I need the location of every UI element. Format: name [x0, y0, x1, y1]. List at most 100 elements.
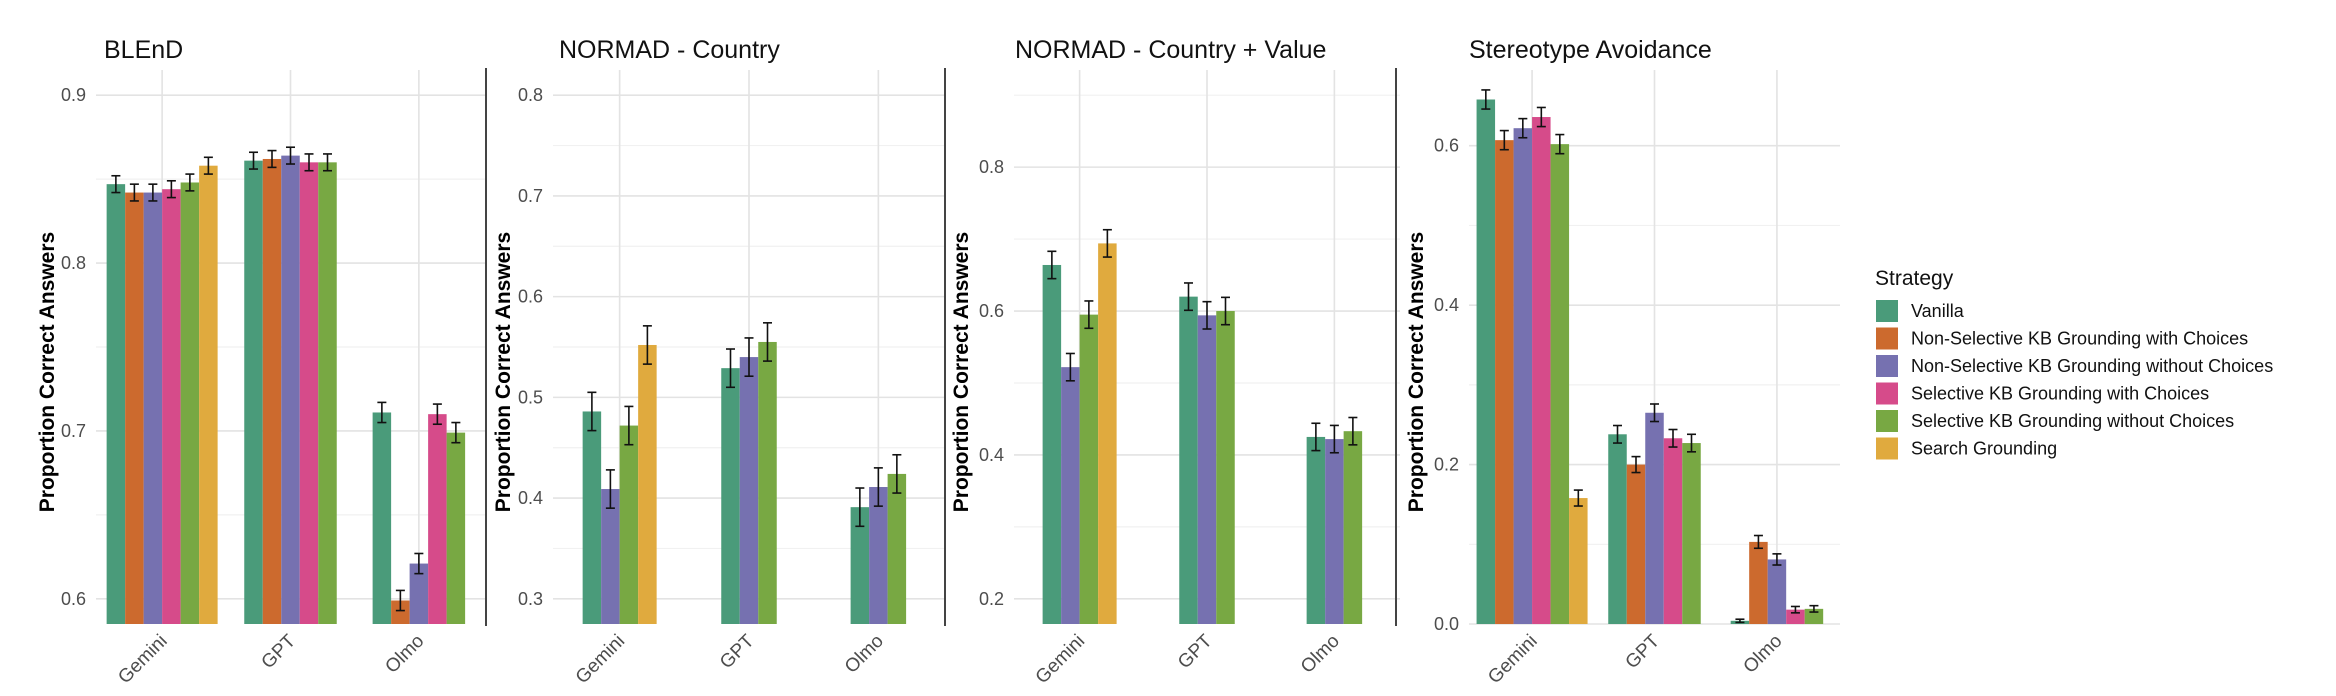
legend: Strategy Vanilla Non-Selective KB Groundin…: [1875, 267, 2273, 460]
bar-gpt-selective-kb-grounding-with-choices: [1663, 438, 1683, 624]
legend-label: Non-Selective KB Grounding without Choic…: [1911, 356, 2273, 376]
legend-label: Selective KB Grounding with Choices: [1911, 384, 2209, 404]
error-bar: [111, 174, 121, 194]
bar-gemini-search-grounding: [199, 165, 218, 624]
error-bar: [166, 180, 176, 199]
bar-gpt-vanilla: [1608, 434, 1627, 624]
bar-olmo-selective-kb-grounding-without-choices: [887, 473, 907, 624]
bar-gemini-selective-kb-grounding-with-choices: [162, 189, 181, 624]
y-tick-label: 0.2: [1434, 455, 1459, 475]
bar-olmo-vanilla: [1306, 436, 1326, 624]
y-tick-label: 0.4: [979, 445, 1004, 465]
bar-olmo-selective-kb-grounding-without-choices: [446, 432, 466, 624]
bar-gpt-vanilla: [1179, 296, 1198, 624]
bar-gemini-selective-kb-grounding-without-choices: [180, 182, 200, 624]
panel-stereotype-avoidance: 0.0 0.2 0.4 0.6 Gemini GPT Olmo Stereotype Avoi…: [1405, 36, 1840, 688]
error-bar: [1481, 89, 1491, 110]
x-tick-label-gpt: GPT: [1174, 630, 1217, 673]
x-tick-label-olmo: Olmo: [381, 631, 428, 678]
y-tick-label: 0.8: [518, 85, 543, 105]
legend-swatch: [1876, 382, 1898, 405]
bar-olmo-vanilla: [850, 507, 870, 624]
legend-item-selective-kb-grounding-with-choices: Selective KB Grounding with Choices: [1876, 382, 2209, 405]
bar-gpt-vanilla: [244, 160, 263, 624]
x-tick-label-olmo: Olmo: [1297, 631, 1344, 678]
y-tick-label: 0.8: [61, 253, 86, 273]
y-tick-label: 0.5: [518, 387, 543, 407]
error-bar: [587, 391, 597, 432]
y-tick-label: 0.6: [61, 589, 86, 609]
error-bar: [129, 183, 139, 202]
bar-olmo-non-selective-kb-grounding-without-choices: [1767, 559, 1787, 624]
y-tick-label: 0.7: [61, 421, 86, 441]
error-bar: [1536, 106, 1546, 128]
bar-gpt-non-selective-kb-grounding-without-choices: [1197, 315, 1217, 624]
error-bar: [377, 401, 387, 424]
bar-gemini-non-selective-kb-grounding-without-choices: [601, 489, 620, 624]
error-bar: [624, 405, 634, 446]
x-tick-label-gemini: Gemini: [572, 631, 629, 688]
bar-gemini-search-grounding: [1098, 243, 1117, 624]
bar-gpt-non-selective-kb-grounding-with-choices: [262, 158, 282, 624]
legend-swatch: [1876, 437, 1898, 460]
bar-gemini-non-selective-kb-grounding-without-choices: [1061, 367, 1080, 624]
x-tick-label-gemini: Gemini: [1484, 631, 1541, 688]
error-bar: [395, 589, 405, 612]
bar-gpt-selective-kb-grounding-without-choices: [758, 341, 777, 624]
bar-olmo-selective-kb-grounding-with-choices: [1786, 609, 1805, 624]
error-bar: [1311, 422, 1321, 452]
error-bar: [286, 146, 295, 165]
panel-title: NORMAD - Country: [559, 36, 780, 64]
x-tick-label-gpt: GPT: [716, 630, 759, 673]
error-bar: [1065, 352, 1075, 382]
panel-title: BLEnD: [104, 36, 183, 64]
legend-item-selective-kb-grounding-without-choices: Selective KB Grounding without Choices: [1876, 410, 2234, 432]
legend-swatch: [1876, 410, 1898, 432]
error-bar: [1221, 296, 1230, 326]
error-bar: [642, 325, 652, 365]
y-tick-label: 0.4: [518, 488, 543, 508]
panel-blend: 0.6 0.7 0.8 0.9 Gemini GPT Olmo BLEnD Proportion…: [36, 36, 487, 688]
error-bar: [1753, 534, 1763, 550]
error-bar: [855, 487, 865, 528]
bar-gemini-selective-kb-grounding-without-choices: [1079, 314, 1099, 624]
error-bar: [1102, 228, 1112, 258]
error-bar: [1184, 282, 1193, 312]
bar-gemini-search-grounding: [638, 344, 657, 624]
error-bar: [451, 421, 461, 444]
bar-gemini-search-grounding: [1569, 498, 1588, 624]
bar-gpt-selective-kb-grounding-without-choices: [1216, 311, 1235, 624]
error-bar: [873, 467, 883, 507]
legend-item-vanilla: Vanilla: [1876, 300, 1965, 322]
error-bar: [148, 183, 158, 202]
bar-olmo-non-selective-kb-grounding-without-choices: [1325, 439, 1344, 624]
y-tick-label: 0.6: [979, 301, 1004, 321]
bar-olmo-non-selective-kb-grounding-with-choices: [1749, 541, 1768, 624]
panel-title: NORMAD - Country + Value: [1015, 36, 1326, 64]
error-bar: [1047, 250, 1057, 280]
bar-gpt-non-selective-kb-grounding-without-choices: [739, 357, 759, 624]
error-bar: [1735, 618, 1745, 624]
bar-gemini-vanilla: [1476, 99, 1496, 624]
bar-gemini-non-selective-kb-grounding-with-choices: [125, 192, 144, 624]
y-tick-label: 0.3: [518, 589, 543, 609]
y-tick-label: 0.0: [1434, 614, 1459, 634]
error-bar: [605, 469, 615, 509]
error-bar: [304, 153, 314, 172]
error-bar: [1084, 300, 1094, 330]
bar-gemini-non-selective-kb-grounding-without-choices: [143, 192, 163, 624]
error-bar: [1348, 416, 1358, 446]
legend-item-non-selective-kb-grounding-with-choices: Non-Selective KB Grounding with Choices: [1876, 327, 2248, 350]
bar-gemini-selective-kb-grounding-without-choices: [1550, 144, 1570, 624]
y-tick-label: 0.2: [979, 589, 1004, 609]
y-axis-label: Proportion Correct Answers: [36, 232, 59, 512]
error-bar: [892, 453, 902, 494]
y-tick-label: 0.6: [1434, 136, 1459, 156]
bar-gemini-selective-kb-grounding-with-choices: [1532, 117, 1551, 624]
error-bar: [1613, 424, 1622, 444]
legend-swatch: [1876, 300, 1898, 322]
y-axis-label: Proportion Correct Answers: [492, 232, 515, 512]
y-tick-label: 0.4: [1434, 295, 1459, 315]
y-axis-label: Proportion Correct Answers: [950, 232, 973, 512]
bar-gemini-selective-kb-grounding-without-choices: [619, 425, 639, 624]
